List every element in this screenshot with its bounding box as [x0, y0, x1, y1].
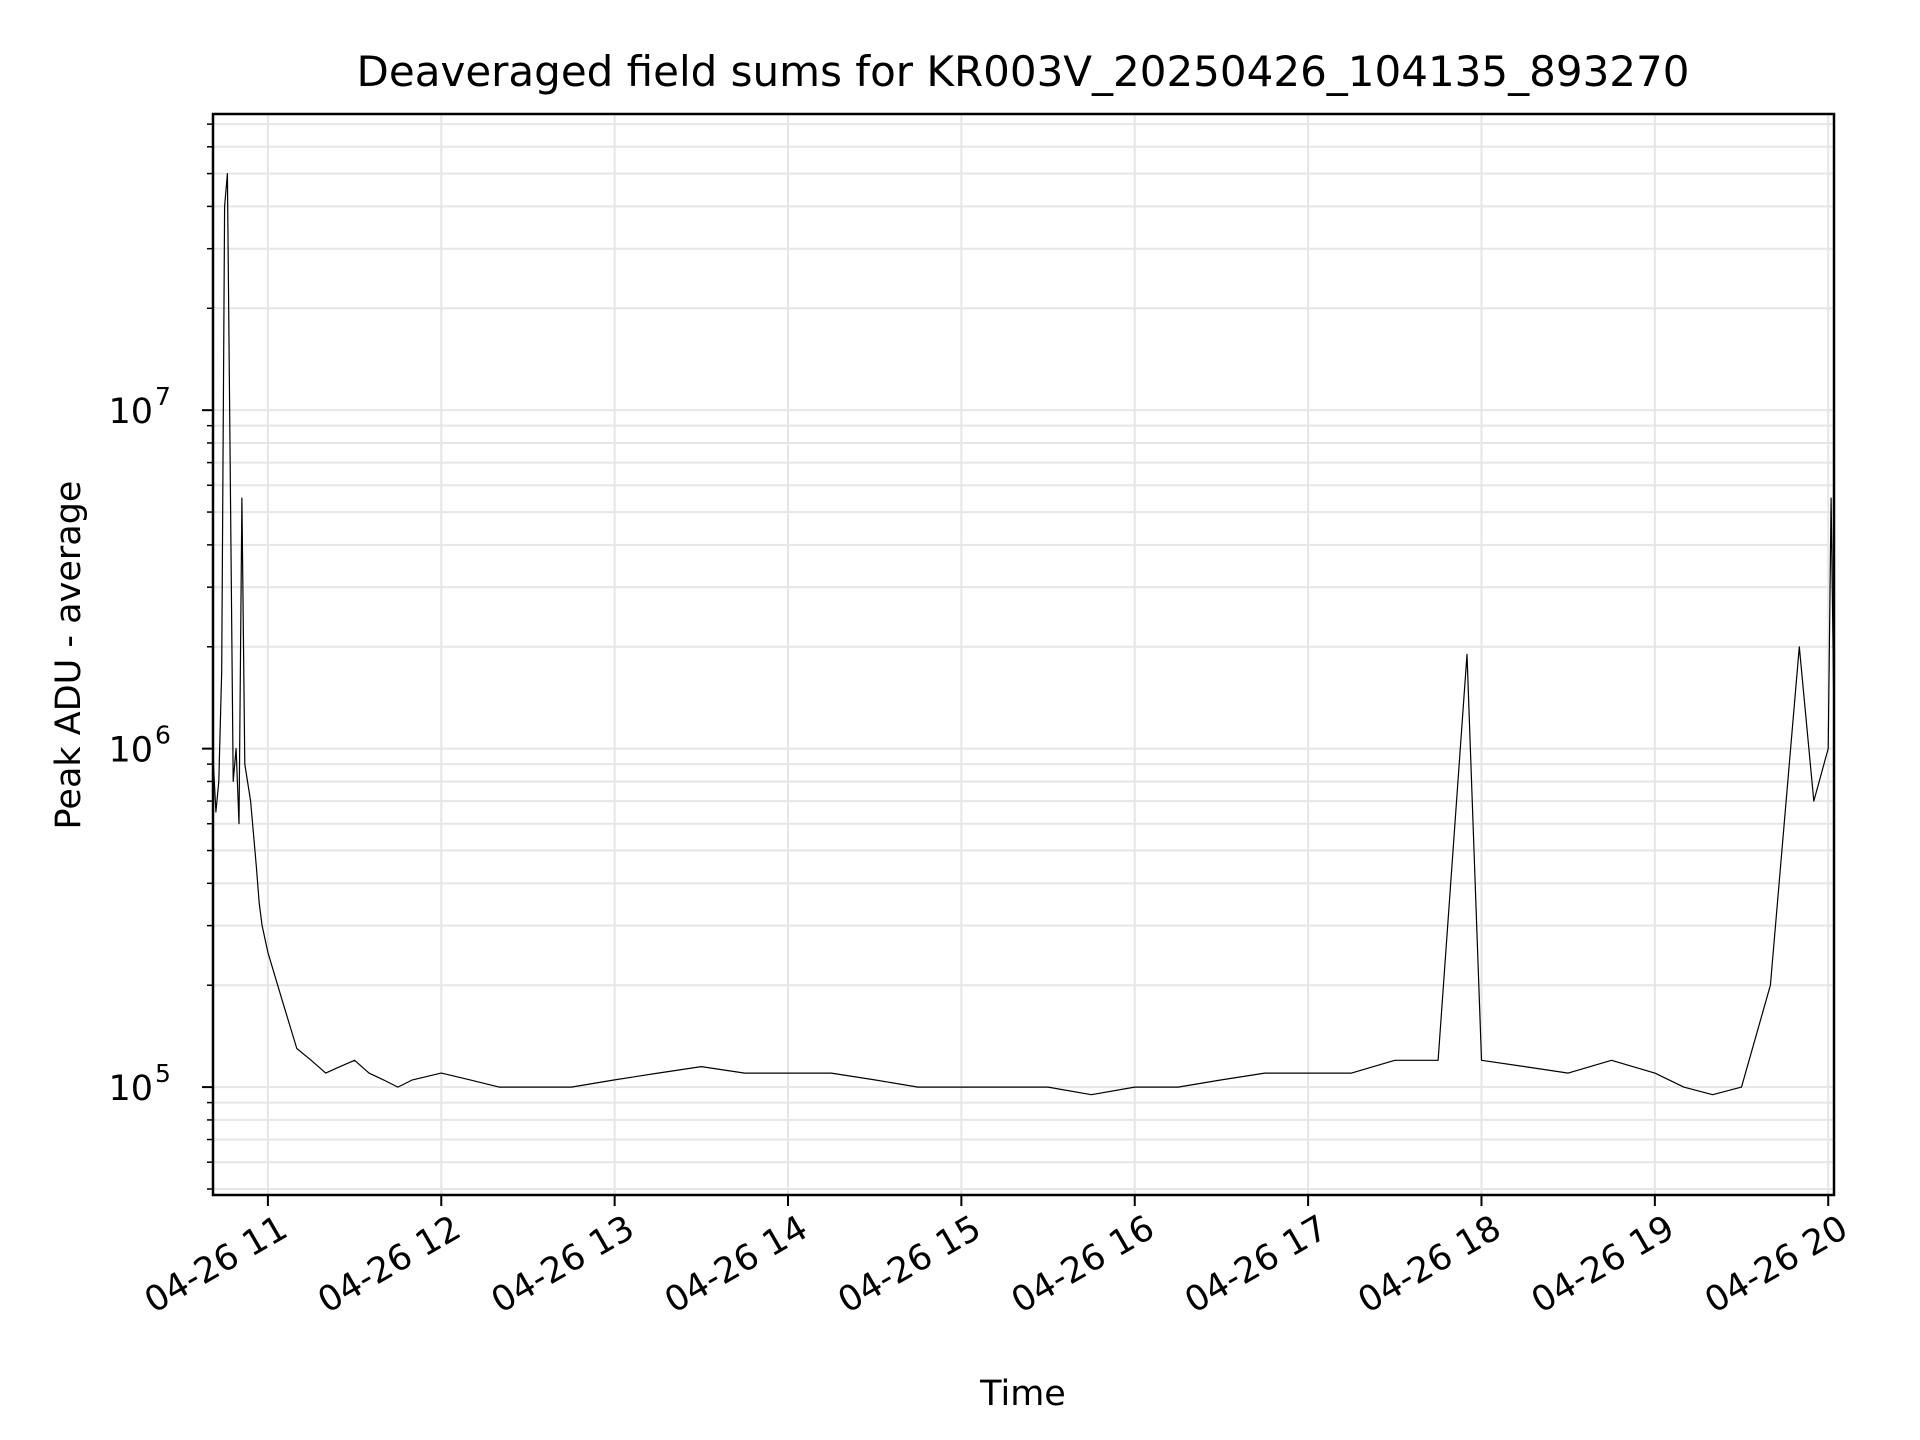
plot-frame — [211, 112, 1836, 1197]
x-axis-title: Time — [979, 1374, 1066, 1414]
data-series — [212, 173, 1835, 1096]
y-tick-exponent: 7 — [155, 382, 171, 411]
y-axis-title: Peak ADU - average — [49, 481, 89, 830]
y-tick-label: 10 — [108, 1069, 153, 1109]
chart-title: Deaveraged field sums for KR003V_2025042… — [357, 47, 1690, 96]
series-line — [212, 173, 1835, 1096]
y-tick-label: 10 — [108, 731, 153, 771]
y-tick-exponent: 5 — [155, 1059, 171, 1088]
y-tick-exponent: 6 — [155, 721, 171, 750]
y-tick-label: 10 — [108, 392, 153, 432]
grid — [213, 114, 1834, 1195]
